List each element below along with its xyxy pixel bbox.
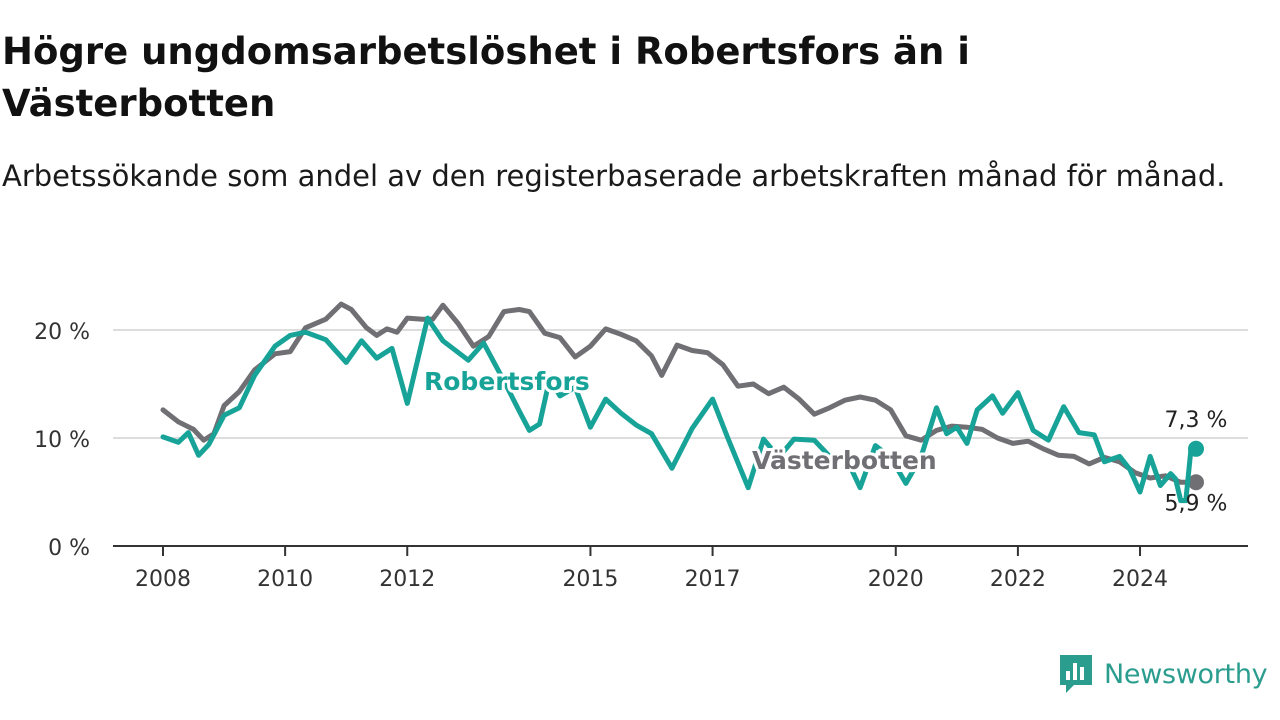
newsworthy-logo-icon: [1060, 655, 1092, 693]
series-labels: 7,3 % 5,9 % Robertsfors Västerbotten: [421, 364, 1228, 516]
y-tick-label: 10 %: [34, 428, 90, 453]
x-tick-label: 2024: [1112, 567, 1168, 592]
y-tick-label: 20 %: [34, 320, 90, 345]
series-lines: [160, 301, 1204, 504]
series-line-robertsfors: [160, 315, 1199, 504]
chart-title: Högre ungdomsarbetslöshet i Robertsfors …: [2, 30, 970, 125]
y-axis-ticks: 0 % 10 % 20 %: [34, 320, 90, 561]
x-axis: 2008 2010 2012 2015 2017 2020 2022 2024: [113, 545, 1248, 592]
annotation-vasterbotten: Västerbotten: [752, 446, 937, 475]
end-label-robertsfors: 7,3 %: [1165, 408, 1228, 433]
annotation-robertsfors: Robertsfors: [424, 367, 590, 396]
x-tick-label: 2017: [685, 567, 741, 592]
newsworthy-logo: Newsworthy: [1058, 652, 1268, 696]
x-tick-label: 2010: [257, 567, 313, 592]
x-tick-label: 2022: [990, 567, 1046, 592]
series-line-vasterbotten: [160, 301, 1199, 485]
x-tick-label: 2008: [135, 567, 191, 592]
line-chart: 0 % 10 % 20 % 2008 2010 2012 2015 2017 2020 2022…: [34, 301, 1248, 592]
end-label-vasterbotten: 5,9 %: [1165, 491, 1228, 516]
x-tick-label: 2015: [562, 567, 618, 592]
x-tick-label: 2020: [868, 567, 924, 592]
brand-name: Newsworthy: [1104, 658, 1268, 690]
end-point-vasterbotten: [1188, 474, 1204, 491]
y-tick-label: 0 %: [48, 536, 90, 561]
end-point-robertsfors: [1188, 440, 1204, 457]
chart-subtitle: Arbetssökande som andel av den registerb…: [2, 159, 1226, 193]
x-tick-label: 2012: [379, 567, 435, 592]
